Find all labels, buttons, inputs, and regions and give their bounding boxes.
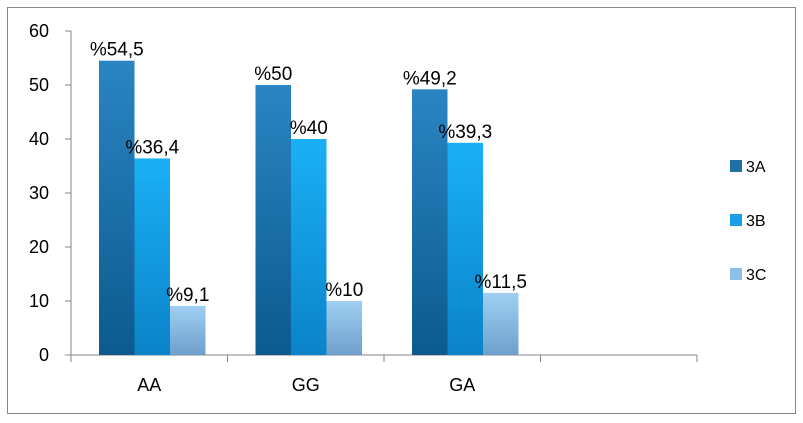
y-tick-label: 40 (29, 129, 49, 149)
bar-3C-GG (326, 301, 362, 355)
y-tick-label: 20 (29, 237, 49, 257)
bar-3B-AA (134, 158, 170, 355)
data-label: %54,5 (90, 40, 144, 61)
bar-3B-GG (291, 139, 327, 355)
bar-3A-AA (99, 60, 135, 355)
bar-3B-GA (447, 142, 483, 355)
data-label: %11,5 (475, 272, 527, 293)
bar-3A-GA (412, 89, 448, 355)
data-label: %10 (325, 280, 363, 301)
data-label: %9,1 (166, 285, 209, 306)
data-label: %49,2 (403, 68, 457, 89)
y-tick-label: 60 (29, 21, 49, 41)
y-tick-label: 10 (29, 291, 49, 311)
legend-label: 3B (746, 213, 766, 230)
data-label: %36,4 (125, 137, 179, 158)
bar-3C-GA (483, 292, 519, 355)
y-tick-label: 0 (39, 345, 49, 365)
legend-label: 3C (746, 267, 766, 284)
legend-swatch-3C (730, 268, 742, 280)
x-category-label: GA (449, 375, 475, 395)
data-label: %39,3 (438, 122, 492, 143)
legend-swatch-3A (730, 160, 742, 172)
data-label: %50 (254, 64, 292, 85)
y-tick-label: 30 (29, 183, 49, 203)
y-tick-label: 50 (29, 75, 49, 95)
legend-label: 3A (746, 159, 766, 176)
bar-3A-GG (255, 85, 291, 355)
legend-swatch-3B (730, 214, 742, 226)
data-label: %40 (290, 118, 328, 139)
bar-3C-AA (170, 305, 206, 355)
x-category-label: AA (137, 375, 161, 395)
x-category-label: GG (292, 375, 320, 395)
